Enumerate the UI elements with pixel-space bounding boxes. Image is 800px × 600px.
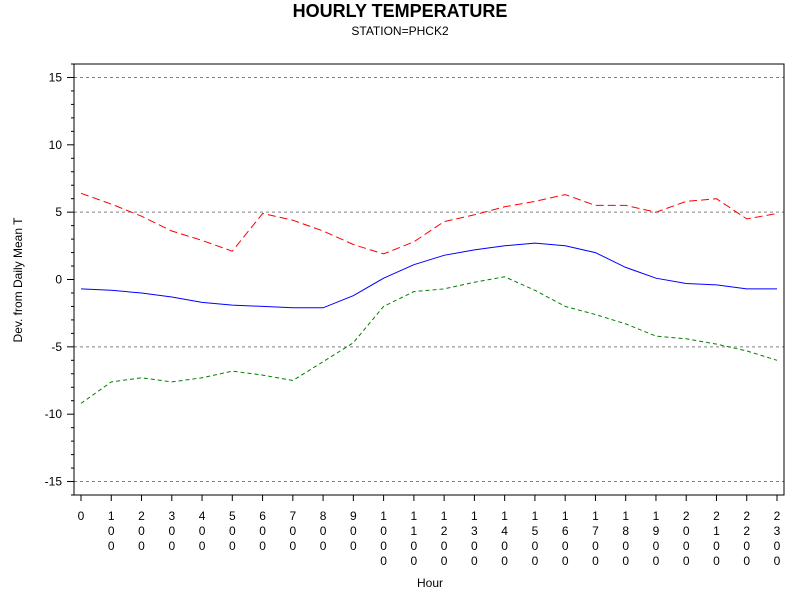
series-line-1: [80, 242, 777, 309]
x-axis: 0 1 0 0 2 0 0 3 0 0 4 0 0 5 0 0 6 0 0 7 0 0 8 0 0 9 0 0 1 0 0 0 1 1 0 0 1 2 0 0…: [78, 495, 781, 568]
series-lines: [80, 192, 778, 404]
y-tick-label: 10: [49, 138, 63, 152]
series-line-2: [80, 276, 778, 404]
plot-frame: [73, 63, 785, 496]
y-tick-label: -15: [45, 475, 63, 489]
y-tick-label: 0: [55, 273, 62, 287]
x-tick-label: 0: [78, 509, 85, 523]
y-axis: -15 -10 -5 0 5 10 15: [45, 63, 74, 496]
y-tick-label: -10: [45, 407, 63, 421]
reference-lines: [74, 76, 784, 483]
y-tick-label: 15: [49, 70, 63, 84]
y-tick-label: -5: [51, 340, 62, 354]
chart-title: HOURLY TEMPERATURE: [293, 1, 508, 21]
series-line-0: [80, 192, 778, 255]
y-axis-label: Dev. from Daily Mean T: [11, 217, 25, 343]
x-axis-label: Hour: [417, 576, 443, 590]
y-tick-label: 5: [55, 205, 62, 219]
chart-subtitle: STATION=PHCK2: [351, 24, 449, 38]
